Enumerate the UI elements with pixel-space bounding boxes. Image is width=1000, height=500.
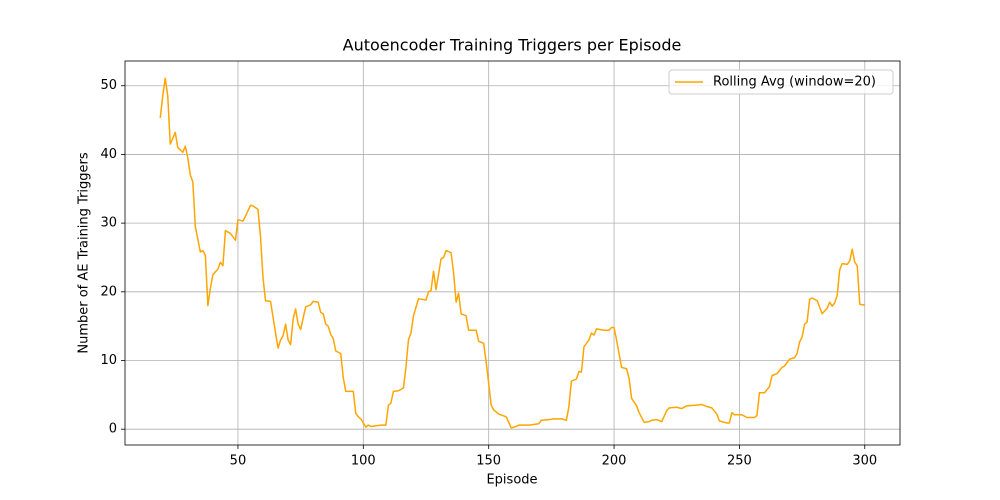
- y-tick-label: 50: [100, 78, 117, 93]
- y-tick-label: 10: [100, 353, 117, 368]
- legend-box: [668, 69, 894, 95]
- axes-frame: [124, 60, 901, 446]
- x-tick-label: 200: [602, 454, 627, 469]
- chart-title: Autoencoder Training Triggers per Episod…: [343, 36, 682, 55]
- x-tick-label: 250: [727, 454, 752, 469]
- legend-label: Rolling Avg (window=20): [713, 75, 876, 90]
- y-tick-label: 20: [100, 284, 117, 299]
- y-tick-label: 30: [100, 216, 117, 231]
- line-series: [159, 77, 865, 429]
- x-axis-label: Episode: [486, 473, 537, 488]
- y-tick-label: 40: [100, 147, 117, 162]
- y-tick-label: 0: [109, 422, 117, 437]
- y-axis-label: Number of AE Training Triggers: [77, 152, 92, 354]
- plot-area: [159, 77, 865, 429]
- x-tick-label: 100: [351, 454, 376, 469]
- grid: [125, 61, 900, 445]
- x-tick-label: 50: [230, 454, 247, 469]
- legend: Rolling Avg (window=20): [668, 69, 894, 95]
- x-tick-label: 150: [476, 454, 501, 469]
- x-tick-label: 300: [852, 454, 877, 469]
